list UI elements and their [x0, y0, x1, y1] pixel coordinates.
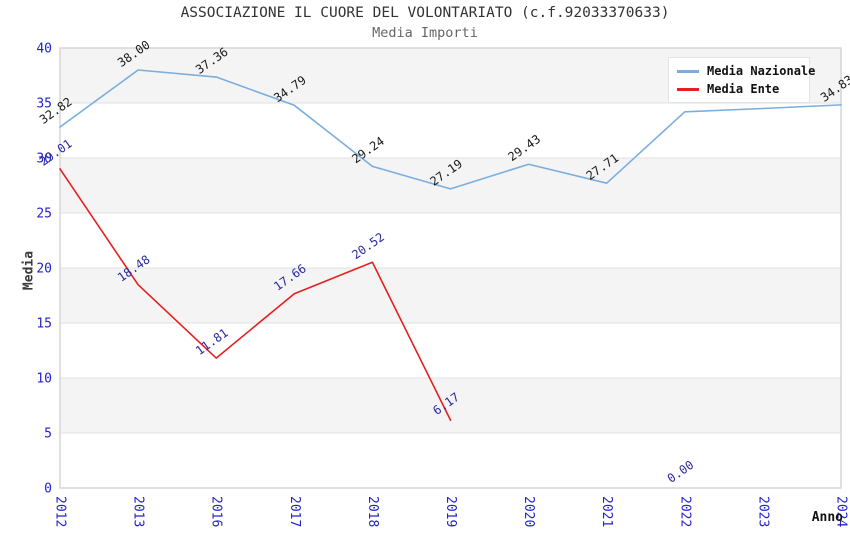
legend-item-media-ente: Media Ente: [669, 82, 809, 96]
entity-line-swatch-icon: [677, 87, 699, 91]
x-tick-label: 2016: [209, 496, 224, 527]
y-tick-label: 0: [44, 482, 52, 497]
x-tick-label: 2021: [599, 496, 614, 527]
x-tick-label: 2018: [365, 496, 380, 527]
plot-band: [60, 158, 841, 213]
y-tick-label: 35: [36, 97, 52, 112]
legend-item-media-nazionale: Media Nazionale: [669, 64, 815, 78]
y-tick-label: 20: [36, 262, 52, 277]
y-axis-title: Media: [21, 250, 37, 291]
legend-label: Media Nazionale: [707, 64, 816, 78]
national-line-swatch-icon: [677, 69, 699, 73]
x-tick-label: 2020: [521, 496, 536, 527]
value-label: 20.52: [349, 230, 387, 262]
x-tick-label: 2012: [53, 496, 68, 527]
x-tick-label: 2013: [131, 496, 146, 527]
y-tick-label: 15: [36, 317, 52, 332]
plot-band: [60, 378, 841, 433]
x-tick-label: 2017: [287, 496, 302, 527]
plot-border: [59, 47, 842, 489]
series-line-media-ente: [59, 168, 452, 421]
chart-legend: Media Nazionale Media Ente: [668, 57, 815, 103]
x-tick-label: 2019: [443, 496, 458, 527]
y-tick-label: 5: [44, 427, 52, 442]
x-tick-label: 2023: [755, 496, 770, 527]
series-line-media-nazionale: [59, 69, 842, 190]
y-tick-label: 25: [36, 207, 52, 222]
plot-band: [60, 268, 841, 323]
legend-label: Media Ente: [707, 82, 780, 96]
value-label: 0.00: [665, 458, 697, 486]
chart-title: ASSOCIAZIONE IL CUORE DEL VOLONTARIATO (…: [180, 5, 670, 21]
chart-subtitle: Media Importi: [372, 25, 478, 41]
x-tick-label: 2022: [677, 496, 692, 527]
x-axis-title: Anno: [811, 510, 843, 525]
x-tick-label: 2024: [834, 496, 849, 527]
y-tick-label: 10: [36, 372, 52, 387]
y-tick-label: 40: [36, 42, 52, 57]
y-tick-label: 30: [36, 152, 52, 167]
